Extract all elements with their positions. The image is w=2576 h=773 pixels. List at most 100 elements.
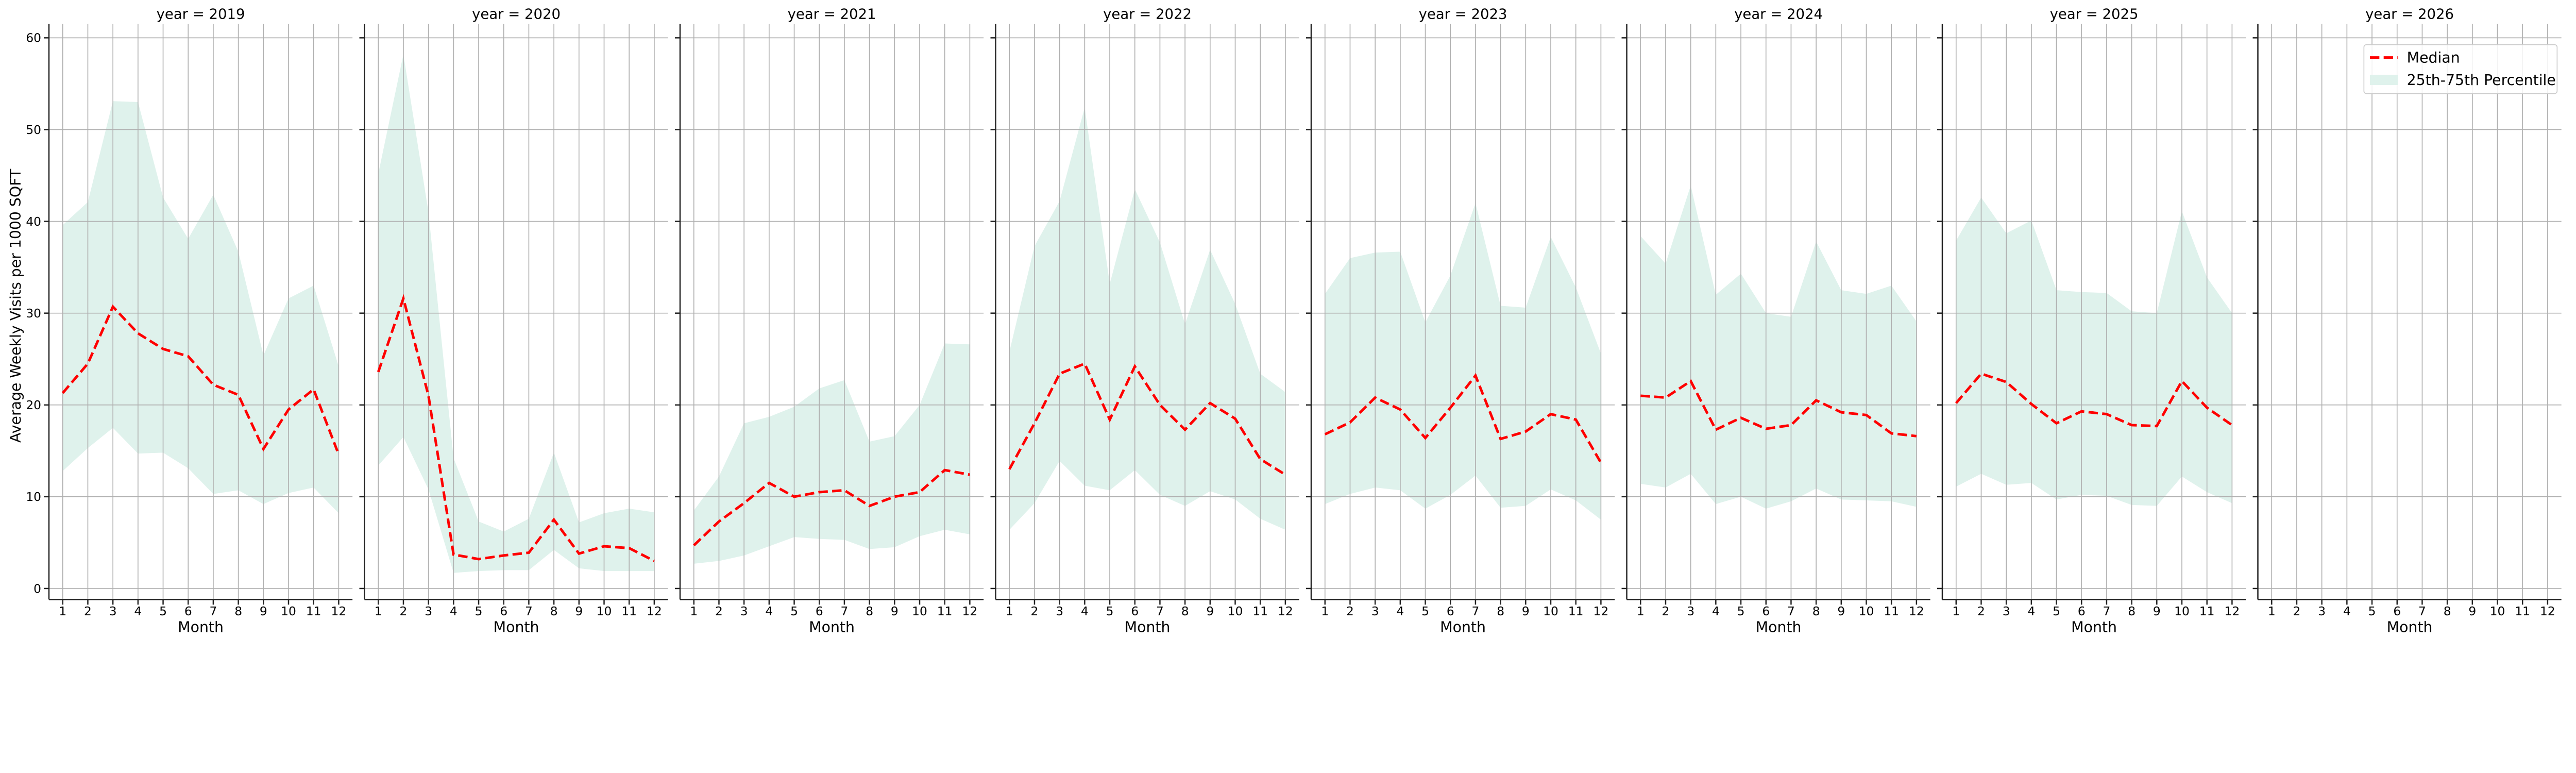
x-tick-label: 10 bbox=[281, 604, 296, 618]
x-tick-label: 2 bbox=[2293, 604, 2301, 618]
legend-band-label: 25th-75th Percentile bbox=[2407, 72, 2556, 89]
x-tick-label: 1 bbox=[1637, 604, 1645, 618]
median-line bbox=[1640, 379, 1917, 438]
x-tick-label: 6 bbox=[184, 604, 192, 618]
x-axis-label: Month bbox=[2387, 619, 2433, 636]
x-axis-label: Month bbox=[1125, 619, 1171, 636]
x-axis-label: Month bbox=[1756, 619, 1802, 636]
x-tick-label: 5 bbox=[1737, 604, 1745, 618]
x-tick-label: 5 bbox=[2368, 604, 2376, 618]
y-axis-label: Average Weekly Visits per 1000 SQFT bbox=[7, 169, 24, 443]
x-tick-label: 7 bbox=[210, 604, 217, 618]
x-tick-label: 12 bbox=[2540, 604, 2555, 618]
facet-title: year = 2024 bbox=[1734, 6, 1823, 23]
percentile-band bbox=[1956, 197, 2232, 506]
x-axis-label: Month bbox=[2071, 619, 2117, 636]
y-tick-label: 10 bbox=[26, 490, 41, 504]
x-tick-label: 11 bbox=[306, 604, 321, 618]
x-tick-label: 8 bbox=[866, 604, 873, 618]
x-tick-label: 10 bbox=[1859, 604, 1874, 618]
x-tick-label: 12 bbox=[1909, 604, 1924, 618]
facet-title: year = 2023 bbox=[1419, 6, 1507, 23]
x-tick-label: 10 bbox=[2490, 604, 2505, 618]
x-tick-label: 9 bbox=[575, 604, 583, 618]
y-tick-label: 60 bbox=[26, 31, 41, 45]
x-tick-label: 1 bbox=[2268, 604, 2276, 618]
x-tick-label: 8 bbox=[550, 604, 558, 618]
x-tick-label: 5 bbox=[475, 604, 483, 618]
x-tick-label: 9 bbox=[891, 604, 899, 618]
facet-title: year = 2022 bbox=[1103, 6, 1192, 23]
x-tick-label: 4 bbox=[2027, 604, 2035, 618]
x-tick-label: 7 bbox=[525, 604, 533, 618]
x-tick-label: 7 bbox=[2103, 604, 2111, 618]
x-tick-label: 4 bbox=[1081, 604, 1089, 618]
x-tick-label: 6 bbox=[500, 604, 507, 618]
x-tick-label: 6 bbox=[2393, 604, 2401, 618]
median-line bbox=[61, 304, 340, 455]
facet-title: year = 2025 bbox=[2050, 6, 2139, 23]
x-tick-label: 10 bbox=[1543, 604, 1558, 618]
x-tick-label: 1 bbox=[59, 604, 66, 618]
x-tick-label: 12 bbox=[1278, 604, 1293, 618]
x-tick-label: 8 bbox=[2128, 604, 2136, 618]
x-tick-label: 3 bbox=[109, 604, 117, 618]
median-line bbox=[1955, 372, 2233, 428]
median-line bbox=[1008, 362, 1286, 476]
x-tick-label: 1 bbox=[1952, 604, 1960, 618]
x-tick-label: 5 bbox=[790, 604, 798, 618]
x-tick-label: 2 bbox=[1977, 604, 1985, 618]
x-tick-label: 4 bbox=[134, 604, 142, 618]
x-tick-label: 7 bbox=[1787, 604, 1795, 618]
x-tick-label: 9 bbox=[1522, 604, 1530, 618]
x-tick-label: 7 bbox=[1472, 604, 1480, 618]
percentile-band bbox=[62, 101, 339, 513]
percentile-band bbox=[1640, 186, 1917, 509]
x-axis-label: Month bbox=[494, 619, 539, 636]
x-tick-label: 2 bbox=[1346, 604, 1354, 618]
x-tick-label: 2 bbox=[84, 604, 92, 618]
x-tick-label: 10 bbox=[597, 604, 612, 618]
x-tick-label: 1 bbox=[375, 604, 382, 618]
x-tick-label: 6 bbox=[1131, 604, 1139, 618]
x-tick-label: 11 bbox=[1252, 604, 1268, 618]
x-tick-label: 3 bbox=[425, 604, 432, 618]
x-tick-label: 3 bbox=[2318, 604, 2326, 618]
x-tick-label: 11 bbox=[2515, 604, 2530, 618]
x-tick-label: 8 bbox=[2444, 604, 2451, 618]
x-tick-label: 12 bbox=[647, 604, 662, 618]
x-tick-label: 8 bbox=[1181, 604, 1189, 618]
x-tick-label: 4 bbox=[2343, 604, 2351, 618]
percentile-band bbox=[378, 54, 654, 573]
x-tick-label: 3 bbox=[1371, 604, 1379, 618]
x-tick-label: 2 bbox=[1031, 604, 1039, 618]
y-tick-label: 0 bbox=[33, 581, 41, 596]
x-tick-label: 12 bbox=[331, 604, 347, 618]
legend-band-swatch bbox=[2370, 75, 2398, 85]
x-tick-label: 11 bbox=[2199, 604, 2215, 618]
y-tick-label: 40 bbox=[26, 214, 41, 229]
x-tick-label: 10 bbox=[912, 604, 927, 618]
x-tick-label: 9 bbox=[2153, 604, 2161, 618]
x-tick-label: 3 bbox=[2003, 604, 2010, 618]
median-line bbox=[377, 294, 655, 562]
x-tick-label: 4 bbox=[1396, 604, 1404, 618]
x-tick-label: 9 bbox=[2468, 604, 2476, 618]
x-tick-label: 6 bbox=[2078, 604, 2086, 618]
x-tick-label: 4 bbox=[450, 604, 457, 618]
y-tick-label: 30 bbox=[26, 306, 41, 321]
x-tick-label: 2 bbox=[400, 604, 408, 618]
x-axis-label: Month bbox=[809, 619, 855, 636]
percentile-band bbox=[1009, 107, 1285, 530]
x-tick-label: 1 bbox=[690, 604, 698, 618]
x-tick-label: 12 bbox=[2225, 604, 2240, 618]
facet-title: year = 2021 bbox=[788, 6, 876, 23]
x-tick-label: 5 bbox=[1421, 604, 1429, 618]
x-tick-label: 6 bbox=[816, 604, 823, 618]
percentile-band bbox=[1325, 203, 1601, 520]
x-tick-label: 10 bbox=[1228, 604, 1243, 618]
x-tick-label: 1 bbox=[1321, 604, 1329, 618]
facet-title: year = 2026 bbox=[2365, 6, 2454, 23]
x-tick-label: 7 bbox=[2418, 604, 2426, 618]
